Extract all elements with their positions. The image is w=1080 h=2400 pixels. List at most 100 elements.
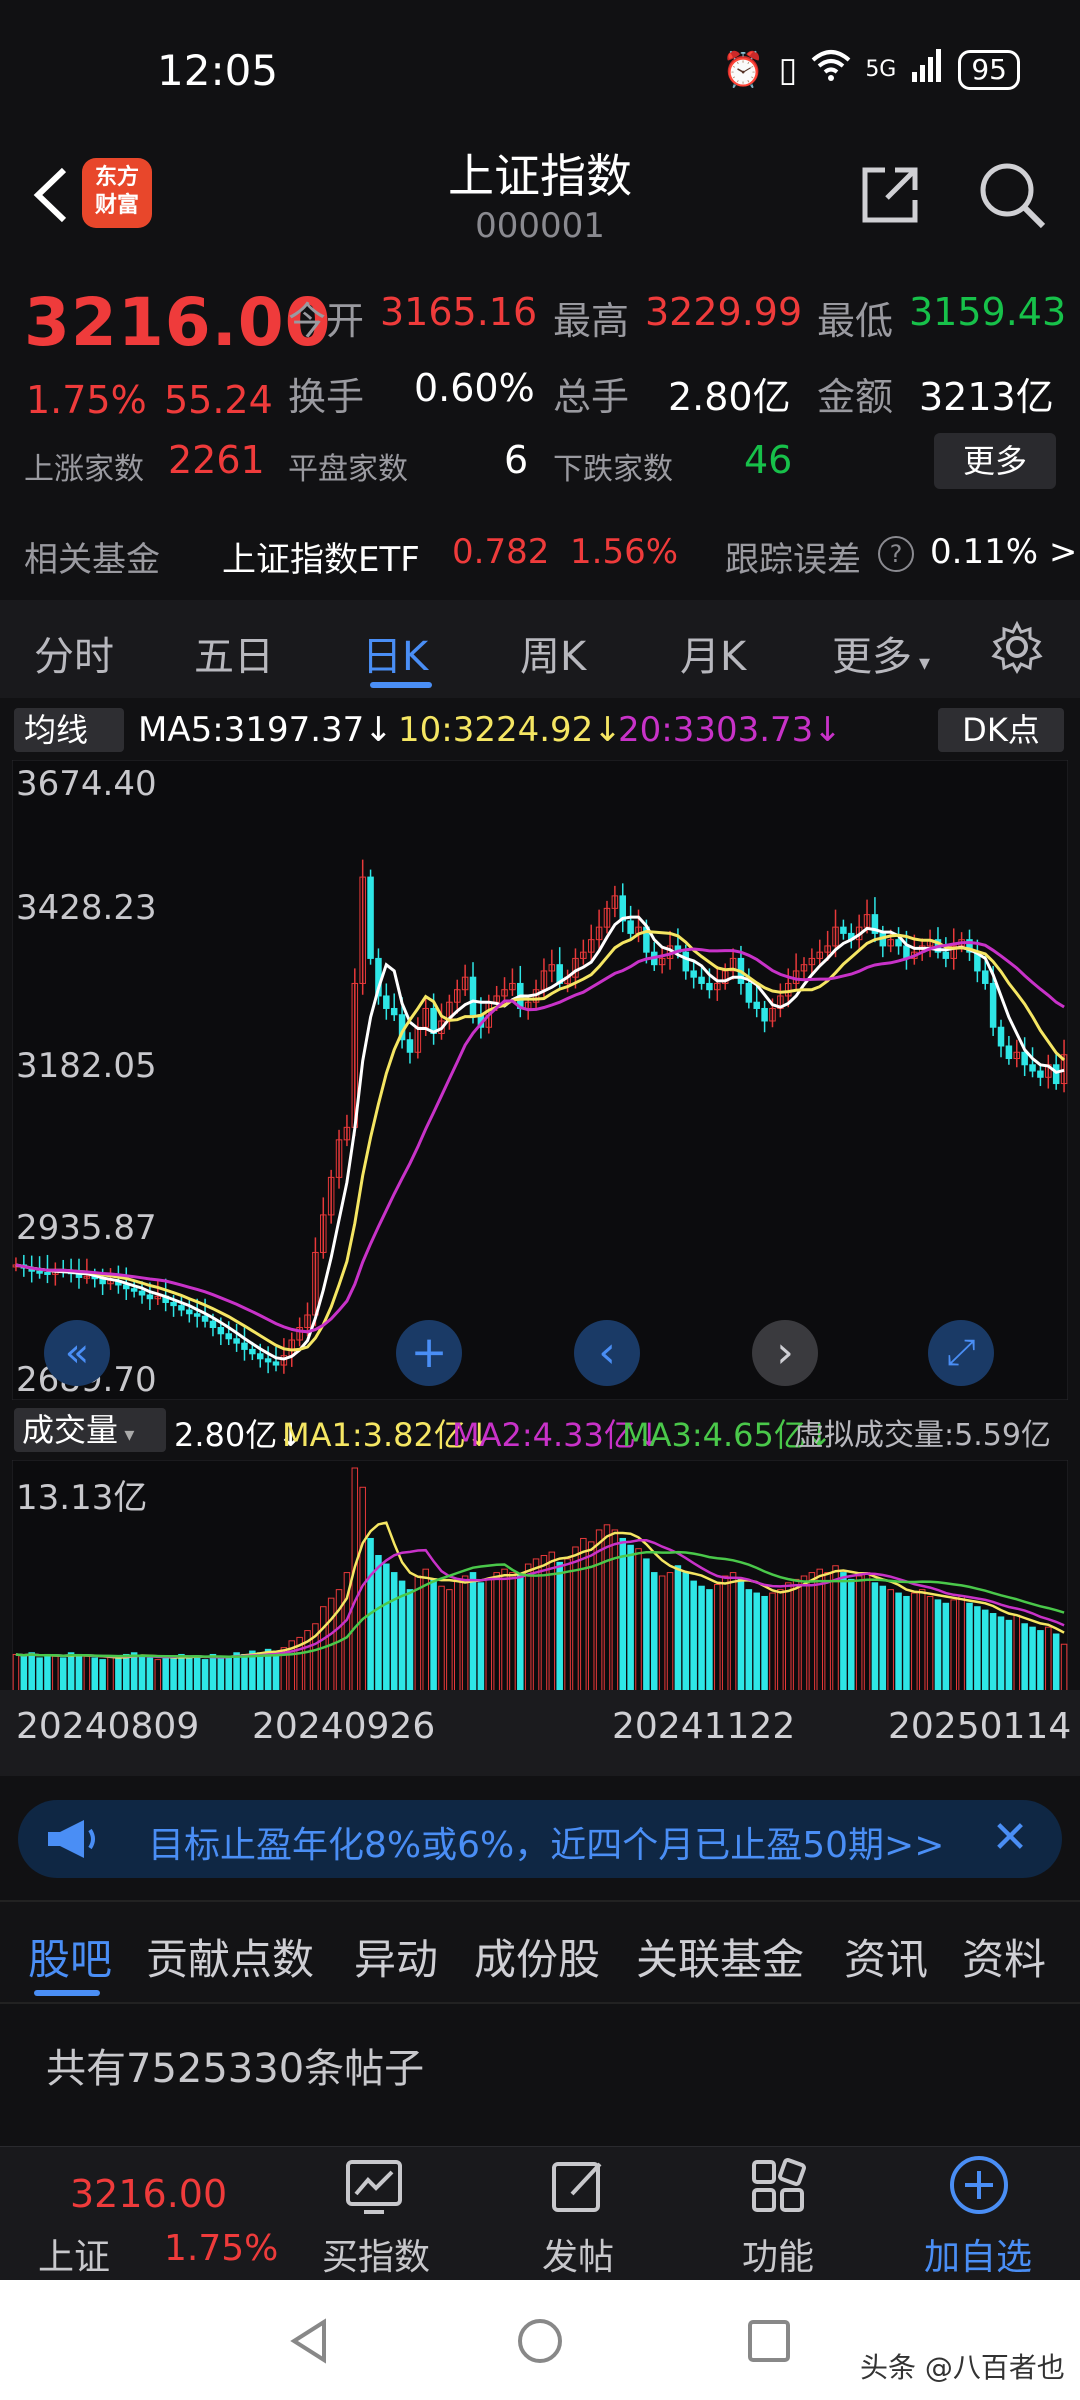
dk-point-button[interactable]: DK点 xyxy=(938,708,1064,752)
tab-intraday[interactable]: 分时 xyxy=(34,634,114,680)
tab-weekly-k[interactable]: 周K xyxy=(520,634,587,680)
back-button[interactable] xyxy=(24,160,84,230)
fullscreen-button[interactable]: ⤢ xyxy=(928,1320,994,1386)
volume-bar xyxy=(532,1558,540,1692)
tab-profile[interactable]: 资料 xyxy=(962,1935,1047,1984)
volume-bar xyxy=(729,1572,737,1692)
volume-bar xyxy=(840,1572,847,1692)
candle-body xyxy=(832,926,839,947)
candle-body xyxy=(611,895,619,909)
nav-functions[interactable]: 功能 xyxy=(742,2237,815,2278)
candle-body xyxy=(320,1214,327,1253)
more-button[interactable]: 更多 xyxy=(934,433,1056,489)
share-button[interactable] xyxy=(855,160,925,230)
tab-daily-k[interactable]: 日K xyxy=(362,634,429,680)
candle-body xyxy=(1037,1070,1044,1078)
rewind-button[interactable]: « xyxy=(44,1320,110,1386)
volume-bar xyxy=(816,1568,824,1692)
vol-ma3-line xyxy=(15,1550,1065,1658)
volume-indicator-toggle[interactable]: 成交量 ▾ xyxy=(14,1408,166,1452)
change-percent: 1.75% xyxy=(26,378,147,422)
help-icon[interactable]: ? xyxy=(878,536,914,572)
volume-bar xyxy=(383,1563,390,1692)
nav-add-watchlist[interactable]: 加自选 xyxy=(924,2237,1033,2278)
volume-bar xyxy=(651,1572,658,1692)
chart-icon[interactable] xyxy=(344,2156,404,2220)
volume-bar xyxy=(75,1653,83,1692)
ma10-value: 10:3224.92↓ xyxy=(398,710,622,750)
close-icon[interactable]: ✕ xyxy=(991,1812,1029,1863)
apps-icon[interactable] xyxy=(750,2156,810,2220)
volume-bar xyxy=(91,1657,99,1692)
volume-bar xyxy=(123,1653,130,1692)
low-value: 3159.43 xyxy=(909,290,1067,334)
edit-icon[interactable] xyxy=(548,2156,608,2220)
volume-bar xyxy=(737,1578,745,1692)
candle-body xyxy=(840,926,847,934)
add-icon[interactable] xyxy=(948,2154,1010,2220)
x-tick-4: 20250114 xyxy=(888,1706,1072,1747)
section-tabs xyxy=(0,1900,1080,2004)
tracking-error-value[interactable]: 0.11% > xyxy=(930,532,1078,572)
ma-toggle[interactable]: 均线 xyxy=(14,708,124,752)
volume-ma1: MA1:3.82亿↓ xyxy=(282,1416,493,1454)
settings-icon[interactable] xyxy=(990,620,1044,678)
candle-body xyxy=(509,982,516,991)
zoom-in-button[interactable]: + xyxy=(396,1320,462,1386)
search-button[interactable] xyxy=(975,158,1049,232)
tab-five-day[interactable]: 五日 xyxy=(194,634,274,680)
candle-body xyxy=(193,1313,201,1317)
tab-components[interactable]: 成份股 xyxy=(474,1935,601,1984)
promo-banner[interactable] xyxy=(18,1800,1062,1878)
volume-bar xyxy=(130,1652,138,1692)
recents-nav-icon[interactable] xyxy=(746,2318,792,2368)
status-time: 12:05 xyxy=(157,46,279,95)
tab-monthly-k[interactable]: 月K xyxy=(680,634,747,680)
volume-bar xyxy=(777,1589,784,1692)
candle-body xyxy=(816,951,824,959)
post-count: 共有7525330条帖子 xyxy=(46,2046,425,2092)
candle-body xyxy=(572,957,579,978)
tab-news[interactable]: 资讯 xyxy=(844,1935,929,1984)
tab-contribution[interactable]: 贡献点数 xyxy=(146,1935,315,1984)
tab-anomaly[interactable]: 异动 xyxy=(354,1935,439,1984)
ma10-line xyxy=(15,929,1066,1352)
nav-post[interactable]: 发帖 xyxy=(542,2237,615,2278)
related-fund-pct: 1.56% xyxy=(570,532,679,572)
nav-buy-index[interactable]: 买指数 xyxy=(322,2237,431,2278)
back-nav-icon[interactable] xyxy=(284,2316,334,2370)
volume-bar xyxy=(942,1602,950,1692)
next-button[interactable]: › xyxy=(752,1320,818,1386)
open-value: 3165.16 xyxy=(380,290,538,334)
candle-body xyxy=(501,989,508,997)
candle-body xyxy=(304,1314,311,1329)
volume-bar xyxy=(548,1551,556,1692)
current-price: 3216.00 xyxy=(24,284,332,361)
tab-forum[interactable]: 股吧 xyxy=(28,1935,113,1984)
candle-body xyxy=(186,1309,193,1315)
volume-bar xyxy=(989,1613,997,1692)
volume-bar xyxy=(769,1592,776,1692)
volume-bar xyxy=(808,1572,816,1692)
volume-chart[interactable] xyxy=(12,1460,1068,1692)
volume-bar xyxy=(115,1657,122,1692)
nav-index-name[interactable]: 上证 xyxy=(38,2237,111,2278)
volume-bar xyxy=(974,1606,981,1692)
related-fund-name[interactable]: 上证指数ETF xyxy=(222,540,420,580)
candlestick-chart[interactable] xyxy=(12,760,1068,1400)
volume-bar xyxy=(186,1657,193,1692)
promo-text[interactable]: 目标止盈年化8%或6%，近四个月已止盈50期>> xyxy=(148,1825,945,1866)
prev-button[interactable]: ‹ xyxy=(574,1320,640,1386)
turnover-value: 0.60% xyxy=(414,366,535,410)
volume-bar xyxy=(564,1558,571,1692)
volume-bar xyxy=(714,1584,721,1692)
home-nav-icon[interactable] xyxy=(515,2316,565,2370)
x-tick-2: 20240926 xyxy=(252,1706,436,1747)
volume-bar xyxy=(67,1652,75,1692)
volume-max-label: 13.13亿 xyxy=(16,1478,148,1518)
tab-more[interactable]: 更多 ▾ xyxy=(832,634,931,680)
volume-bar xyxy=(635,1548,642,1692)
volume-bar xyxy=(375,1555,382,1692)
tab-related-funds[interactable]: 关联基金 xyxy=(636,1935,805,1984)
tracking-error-label: 跟踪误差 xyxy=(725,540,861,580)
